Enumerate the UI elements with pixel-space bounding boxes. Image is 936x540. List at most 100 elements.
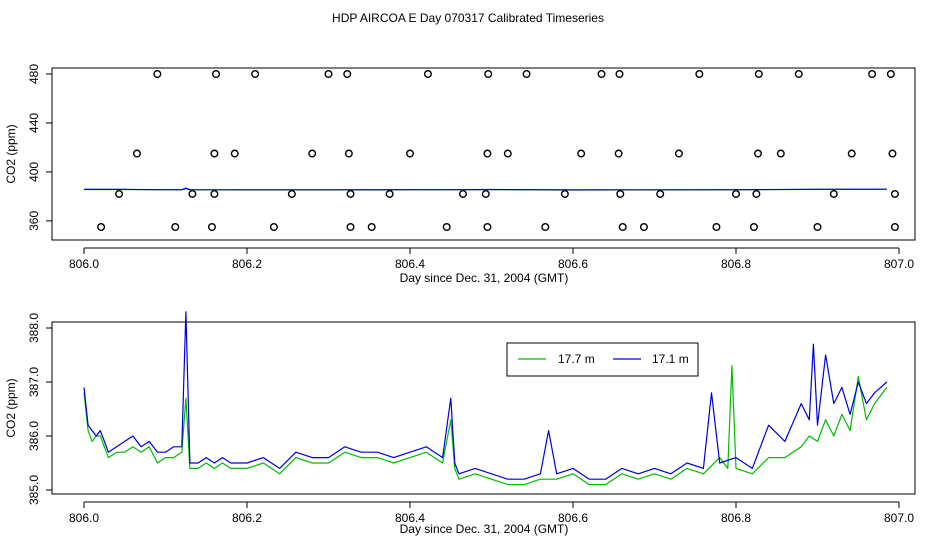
plot-area-top — [84, 69, 899, 231]
x-tick-label: 806.4 — [395, 511, 425, 525]
y-axis-label-bottom: CO2 (ppm) — [4, 378, 18, 437]
legend-label-17-1m: 17.1 m — [652, 352, 689, 366]
y-axis-label-top: CO2 (ppm) — [4, 124, 18, 183]
series-line-17-7-m — [83, 365, 888, 486]
data-point — [212, 69, 221, 78]
x-tick-label: 807.0 — [884, 511, 914, 525]
y-tick-label: 480 — [27, 64, 41, 84]
x-tick-label: 806.8 — [721, 257, 751, 271]
panel-bottom-chart: 806.0 806.2 806.4 806.6 806.8 807.0 385.0 386.… — [4, 311, 916, 536]
series-line-17-1-m — [84, 187, 887, 191]
data-point — [367, 222, 376, 231]
x-tick-label: 806.6 — [558, 257, 588, 271]
data-point — [712, 222, 721, 231]
legend-label-17-7m: 17.7 m — [558, 352, 595, 366]
data-point — [210, 189, 219, 198]
data-point — [616, 189, 625, 198]
data-point — [287, 189, 296, 198]
data-point — [732, 189, 741, 198]
data-point — [776, 149, 785, 158]
y-axis-bottom: 385.0 386.0 387.0 388.0 — [27, 313, 53, 505]
data-point — [251, 69, 260, 78]
y-tick-label: 400 — [27, 162, 41, 182]
x-tick-label: 807.0 — [884, 257, 914, 271]
data-point — [324, 69, 333, 78]
data-point — [560, 189, 569, 198]
x-tick-label: 806.0 — [69, 511, 99, 525]
y-tick-label: 387.0 — [27, 367, 41, 397]
data-point — [385, 189, 394, 198]
x-tick-label: 806.6 — [558, 511, 588, 525]
data-point — [344, 149, 353, 158]
plot-area-bottom — [83, 311, 888, 486]
data-point — [674, 149, 683, 158]
data-point — [346, 222, 355, 231]
x-axis-label-top: Day since Dec. 31, 2004 (GMT) — [400, 271, 569, 285]
panel-top-chart: 806.0 806.2 806.4 806.6 806.8 807.0 360 400 440… — [4, 64, 916, 285]
data-point — [481, 189, 490, 198]
series-line-17-1-m — [83, 311, 888, 480]
data-point — [153, 69, 162, 78]
data-point — [754, 69, 763, 78]
x-tick-label: 806.4 — [395, 257, 425, 271]
data-point — [308, 149, 317, 158]
data-point — [230, 149, 239, 158]
data-point — [868, 69, 877, 78]
data-point — [656, 189, 665, 198]
data-point — [97, 222, 106, 231]
data-point — [210, 149, 219, 158]
data-point — [813, 222, 822, 231]
data-point — [423, 69, 432, 78]
data-point — [483, 222, 492, 231]
y-tick-label: 440 — [27, 113, 41, 133]
y-tick-label: 386.0 — [27, 421, 41, 451]
x-axis-top: 806.0 806.2 806.4 806.6 806.8 807.0 — [69, 247, 914, 271]
x-tick-label: 806.0 — [69, 257, 99, 271]
figure-title: HDP AIRCOA E Day 070317 Calibrated Times… — [332, 11, 604, 25]
data-point — [749, 222, 758, 231]
data-point — [406, 149, 415, 158]
data-point — [343, 69, 352, 78]
data-point — [597, 69, 606, 78]
data-point — [614, 149, 623, 158]
data-point — [886, 69, 895, 78]
x-tick-label: 806.8 — [721, 511, 751, 525]
data-point — [794, 69, 803, 78]
data-point — [346, 189, 355, 198]
plot-frame-bottom — [51, 321, 916, 495]
x-tick-label: 806.2 — [232, 257, 262, 271]
y-tick-label: 388.0 — [27, 313, 41, 343]
data-point — [888, 149, 897, 158]
data-point — [618, 222, 627, 231]
x-axis-label-bottom: Day since Dec. 31, 2004 (GMT) — [400, 522, 569, 536]
data-point — [639, 222, 648, 231]
data-point — [890, 189, 899, 198]
data-point — [503, 149, 512, 158]
data-point — [207, 222, 216, 231]
data-point — [115, 189, 124, 198]
x-axis-bottom: 806.0 806.2 806.4 806.6 806.8 807.0 — [69, 501, 914, 525]
data-point — [522, 69, 531, 78]
data-point — [695, 69, 704, 78]
y-axis-top: 360 400 440 480 — [27, 64, 53, 231]
data-point — [132, 149, 141, 158]
data-point — [458, 189, 467, 198]
data-point — [269, 222, 278, 231]
data-point — [577, 149, 586, 158]
y-tick-label: 385.0 — [27, 475, 41, 505]
data-point — [890, 222, 899, 231]
data-point — [752, 189, 761, 198]
x-tick-label: 806.2 — [232, 511, 262, 525]
data-point — [615, 69, 624, 78]
y-tick-label: 360 — [27, 211, 41, 231]
legend: 17.7 m 17.1 m — [506, 342, 699, 377]
data-point — [188, 189, 197, 198]
data-point — [483, 149, 492, 158]
data-point — [484, 69, 493, 78]
data-point — [847, 149, 856, 158]
data-point — [442, 222, 451, 231]
data-point — [829, 189, 838, 198]
data-point — [541, 222, 550, 231]
data-point — [754, 149, 763, 158]
